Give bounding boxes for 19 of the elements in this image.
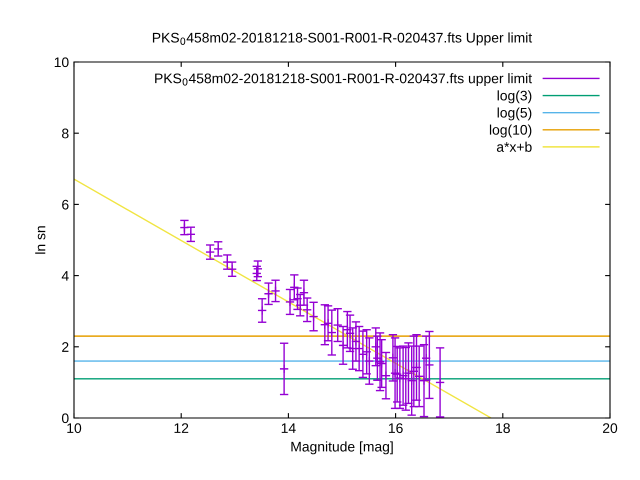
x-tick-label: 14 [282, 423, 296, 433]
legend-label: PKS$_{0}$458m02-20181218-S001-R001-R-020437.fts upper limit [155, 73, 532, 86]
y-tick-label: 6 [62, 200, 69, 210]
x-tick-label: 16 [388, 423, 403, 434]
x-axis-title: Magnitude [mag] [291, 441, 393, 454]
legend-label: log(3) [498, 90, 532, 104]
y-tick-label: 2 [62, 342, 68, 352]
x-tick-label: 12 [174, 423, 188, 433]
x-tick-label: 20 [602, 423, 618, 434]
legend-label: log(10) [490, 124, 532, 138]
legend-label: log(5) [498, 107, 532, 120]
x-tick-label: 18 [496, 423, 510, 434]
y-tick-label: 8 [62, 128, 69, 138]
legend-label: a*x+b [496, 142, 532, 152]
y-tick-label: 4 [62, 271, 69, 281]
y-axis-title: ln sn [35, 226, 46, 254]
y-tick-label: 10 [54, 57, 69, 68]
chart-title: PKS$_{0}$458m02-20181218-S001-R001-R-020437.fts Upper limit [152, 32, 532, 46]
y-tick-label: 0 [62, 413, 69, 424]
